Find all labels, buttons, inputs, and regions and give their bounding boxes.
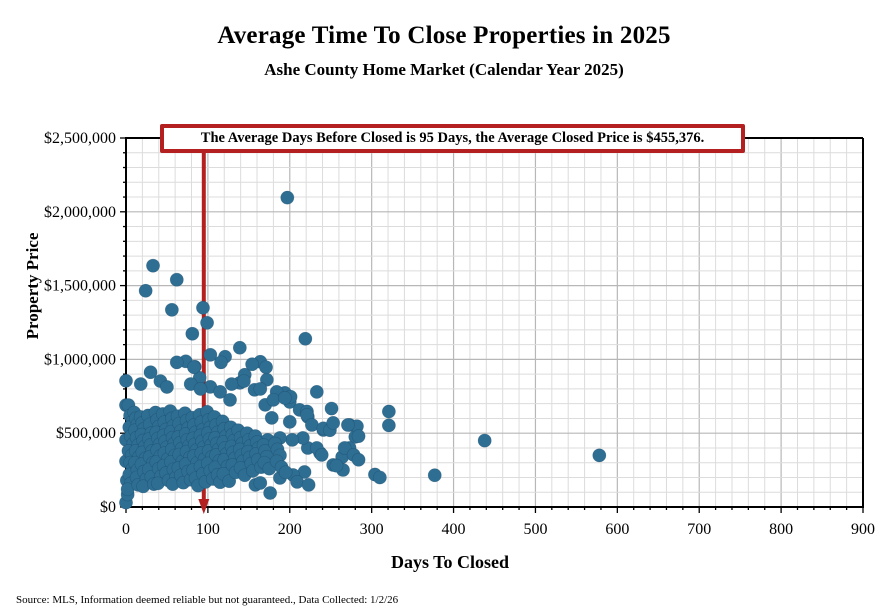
scatter-point (427, 468, 442, 483)
scatter-point (203, 347, 218, 362)
x-axis-title: Days To Closed (390, 552, 510, 572)
scatter-point (213, 384, 228, 399)
scatter-point (309, 384, 324, 399)
scatter-point (146, 258, 160, 273)
y-tick-label: $2,500,000 (44, 130, 116, 147)
x-tick-label: 0 (122, 521, 130, 538)
x-tick-label: 100 (196, 521, 220, 538)
scatter-point (324, 401, 339, 416)
scatter-point (282, 414, 297, 429)
x-tick-label: 200 (278, 521, 302, 538)
y-tick-label: $1,500,000 (44, 278, 116, 295)
scatter-point (214, 355, 228, 370)
scatter-point (169, 355, 184, 370)
scatter-point (245, 357, 260, 372)
scatter-point (278, 465, 293, 480)
x-tick-label: 300 (360, 521, 384, 538)
scatter-point (138, 283, 153, 298)
scatter-point (477, 433, 492, 448)
scatter-point (253, 476, 268, 490)
scatter-point (143, 365, 158, 380)
scatter-point (298, 331, 313, 346)
scatter-point (193, 382, 208, 396)
scatter-point (185, 326, 200, 341)
scatter-point (351, 452, 366, 467)
scatter-point (290, 475, 305, 489)
x-tick-label: 700 (687, 521, 711, 538)
average-annotation-box: The Average Days Before Closed is 95 Day… (160, 124, 745, 153)
y-tick-label: $500,000 (56, 425, 116, 442)
scatter-point (329, 458, 344, 473)
x-tick-label: 800 (769, 521, 793, 538)
chart-subtitle: Ashe County Home Market (Calendar Year 2… (264, 60, 624, 79)
scatter-point (381, 404, 396, 419)
scatter-point (224, 377, 239, 391)
scatter-point (164, 302, 179, 317)
scatter-point (314, 447, 329, 462)
scatter-point (169, 272, 184, 287)
x-tick-label: 600 (605, 521, 629, 538)
x-tick-label: 500 (523, 521, 547, 538)
scatter-point (592, 448, 607, 463)
scatter-point (326, 415, 341, 430)
y-tick-label: $2,000,000 (44, 204, 116, 221)
scatter-point (280, 190, 295, 205)
average-days-arrow (198, 499, 210, 514)
scatter-point (259, 360, 273, 375)
scatter-point (200, 315, 214, 330)
y-tick-label: $1,000,000 (44, 351, 116, 368)
scatter-point (372, 470, 387, 485)
scatter-point (337, 441, 352, 455)
scatter-point (160, 380, 174, 394)
scatter-point (237, 374, 251, 388)
scatter-point (196, 300, 210, 315)
x-tick-label: 400 (442, 521, 466, 538)
y-tick-label: $0 (100, 499, 116, 516)
scatter-point (351, 429, 366, 444)
scatter-point (301, 477, 316, 492)
scatter-point (253, 382, 268, 396)
source-note: Source: MLS, Information deemed reliable… (16, 594, 399, 606)
x-tick-label: 900 (851, 521, 875, 538)
chart-title: Average Time To Close Properties in 2025 (217, 22, 671, 49)
average-annotation-text: The Average Days Before Closed is 95 Day… (200, 130, 705, 146)
scatter-point (133, 377, 148, 391)
scatter-point (223, 392, 237, 407)
scatter-point (277, 391, 292, 405)
scatter-point (263, 486, 278, 500)
y-axis-title: Property Price (23, 232, 42, 340)
scatter-point (264, 410, 279, 425)
scatter-point (285, 432, 300, 447)
scatter-point (187, 360, 201, 375)
scatter-point (266, 392, 281, 407)
scatter-point (381, 418, 396, 433)
scatter-point (232, 340, 247, 355)
scatter-point (119, 373, 133, 388)
scatter-point (341, 418, 355, 432)
